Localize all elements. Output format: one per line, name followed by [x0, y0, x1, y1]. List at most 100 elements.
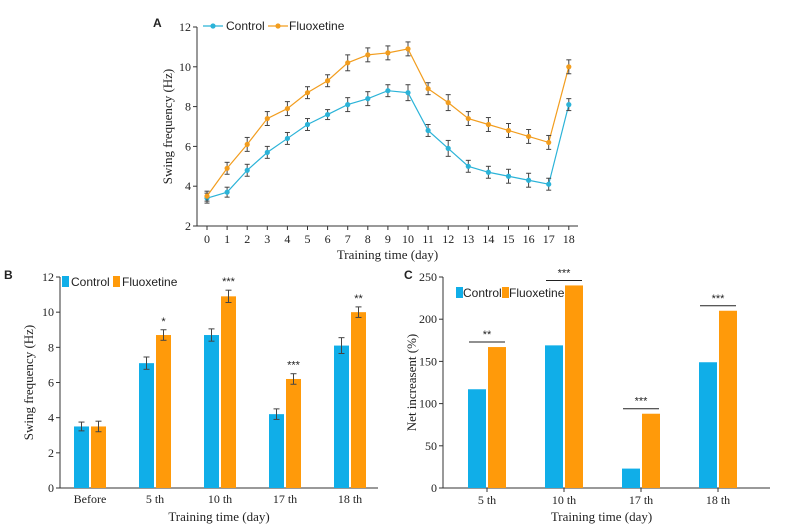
- panel-a-y-tick-label: 10: [179, 60, 191, 74]
- panel-c-y-tick-label: 50: [425, 439, 437, 453]
- panel-b-x-tick-label: 5 th: [146, 492, 164, 506]
- panel-a-x-tick-label: 0: [204, 232, 210, 246]
- panel-b-legend-label: Fluoxetine: [122, 275, 178, 289]
- panel-a-point-control: [264, 149, 270, 155]
- panel-a-x-tick-label: 5: [305, 232, 311, 246]
- panel-a-x-tick-label: 11: [422, 232, 434, 246]
- panel-a-point-fluoxetine: [345, 60, 351, 66]
- panel-a-point-fluoxetine: [546, 139, 552, 146]
- panel-b-significance: **: [354, 293, 363, 305]
- panel-a-x-tick-label: 10: [402, 232, 414, 246]
- panel-b-x-tick-label: 17 th: [273, 492, 297, 506]
- panel-a-point-control: [325, 111, 331, 118]
- panel-a-point-fluoxetine: [566, 64, 572, 70]
- panel-c-y-tick-label: 100: [419, 397, 437, 411]
- panel-a-point-fluoxetine: [405, 46, 411, 52]
- panel-b-y-tick-label: 2: [48, 446, 54, 460]
- panel-a-point-control: [304, 121, 311, 128]
- panel-a-y-axis-label: Swing frequency (Hz): [160, 69, 175, 185]
- panel-a-point-fluoxetine: [485, 121, 491, 128]
- panel-c-bar-control: [699, 362, 717, 488]
- panel-b-y-tick-label: 10: [42, 305, 54, 319]
- panel-c-x-axis-label: Training time (day): [551, 509, 652, 524]
- panel-a-x-tick-label: 16: [523, 232, 535, 246]
- panel-b-legend-swatch: [62, 276, 69, 287]
- panel-b-bar-fluoxetine: [221, 296, 236, 488]
- panel-b-significance: ***: [222, 276, 236, 288]
- panel-a-point-fluoxetine: [526, 133, 532, 140]
- panel-c-legend-swatch: [456, 287, 463, 298]
- panel-a-point-control: [485, 169, 491, 175]
- panel-c-x-tick-label: 5 th: [478, 493, 496, 507]
- panel-a-y-tick-label: 12: [179, 20, 191, 34]
- panel-a-y-tick-label: 2: [185, 219, 191, 233]
- panel-a-y-tick-label: 8: [185, 100, 191, 114]
- panel-a-series-line-control: [206, 90, 570, 199]
- panel-b-bar-control: [139, 363, 154, 488]
- panel-b-bar-control: [204, 335, 219, 488]
- panel-a-point-control: [445, 145, 451, 151]
- panel-a-point-control: [526, 177, 532, 183]
- panel-c-x-tick-label: 17 th: [629, 493, 653, 507]
- panel-a-point-fluoxetine: [204, 193, 210, 199]
- panel-b-bar-fluoxetine: [156, 335, 171, 488]
- panel-a-point-control: [465, 163, 471, 169]
- panel-a-series-line-fluoxetine: [206, 48, 570, 197]
- panel-a-x-tick-label: 12: [442, 232, 454, 246]
- panel-b-y-tick-label: 6: [48, 376, 54, 390]
- panel-c-y-tick-label: 150: [419, 354, 437, 368]
- panel-a-point-fluoxetine: [224, 165, 230, 171]
- panel-b-bar-fluoxetine: [91, 426, 106, 488]
- panel-c-significance: ***: [558, 267, 572, 279]
- panel-c-bar-control: [468, 389, 486, 488]
- panel-a-x-tick-label: 1: [224, 232, 230, 246]
- panel-c-legend-label: Control: [463, 286, 502, 300]
- panel-a-point-control: [244, 167, 250, 173]
- panel-a-point-fluoxetine: [325, 78, 331, 84]
- panel-a-point-control: [284, 135, 290, 142]
- panel-c-y-axis-label: Net increasent (%): [404, 334, 419, 431]
- panel-b-y-tick-label: 4: [48, 411, 54, 425]
- panel-b-bar-fluoxetine: [351, 312, 366, 488]
- panel-a-letter: A: [153, 16, 162, 30]
- panel-b-bar-control: [74, 426, 89, 488]
- panel-a-point-control: [566, 102, 572, 108]
- panel-b-bar-control: [269, 414, 284, 488]
- panel-b-significance: *: [161, 316, 166, 328]
- panel-a-x-tick-label: 3: [264, 232, 270, 246]
- panel-c-bar-fluoxetine: [642, 413, 660, 488]
- panel-a-point-control: [345, 102, 351, 108]
- panel-a-x-tick-label: 6: [325, 232, 331, 246]
- panel-a-y-tick-label: 4: [185, 179, 191, 193]
- panel-c-significance: ***: [712, 293, 726, 305]
- panel-a-point-fluoxetine: [505, 127, 512, 134]
- panel-a-x-tick-label: 9: [385, 232, 391, 246]
- panel-c-bar-control: [622, 468, 640, 488]
- panel-a-point-fluoxetine: [284, 105, 290, 112]
- panel-c-significance: ***: [635, 396, 649, 408]
- panel-a-point-fluoxetine: [365, 52, 371, 58]
- panel-a-point-control: [224, 189, 230, 195]
- panel-c-bar-fluoxetine: [488, 347, 506, 488]
- panel-b-y-tick-label: 0: [48, 481, 54, 495]
- panel-c-x-tick-label: 18 th: [706, 493, 730, 507]
- panel-c-legend-label: Fluoxetine: [509, 286, 565, 300]
- panel-a-point-control: [425, 127, 431, 134]
- panel-a-x-tick-label: 7: [345, 232, 351, 246]
- panel-a-y-tick-label: 6: [185, 139, 191, 153]
- panel-a-point-fluoxetine: [425, 86, 431, 92]
- panel-a-x-tick-label: 2: [244, 232, 250, 246]
- panel-a-x-tick-label: 4: [284, 232, 290, 246]
- panel-a-x-tick-label: 17: [543, 232, 555, 246]
- panel-a-point-control: [505, 173, 512, 179]
- panel-a-legend-marker: [275, 23, 281, 29]
- panel-a-point-fluoxetine: [304, 90, 311, 96]
- panel-a-legend-label: Fluoxetine: [289, 19, 345, 33]
- panel-c-bar-fluoxetine: [719, 310, 737, 488]
- panel-b-legend-label: Control: [71, 275, 110, 289]
- panel-a-x-tick-label: 18: [563, 232, 575, 246]
- panel-a-legend-marker: [210, 23, 216, 29]
- panel-b-letter: B: [4, 268, 13, 282]
- panel-c-bar-control: [545, 345, 563, 488]
